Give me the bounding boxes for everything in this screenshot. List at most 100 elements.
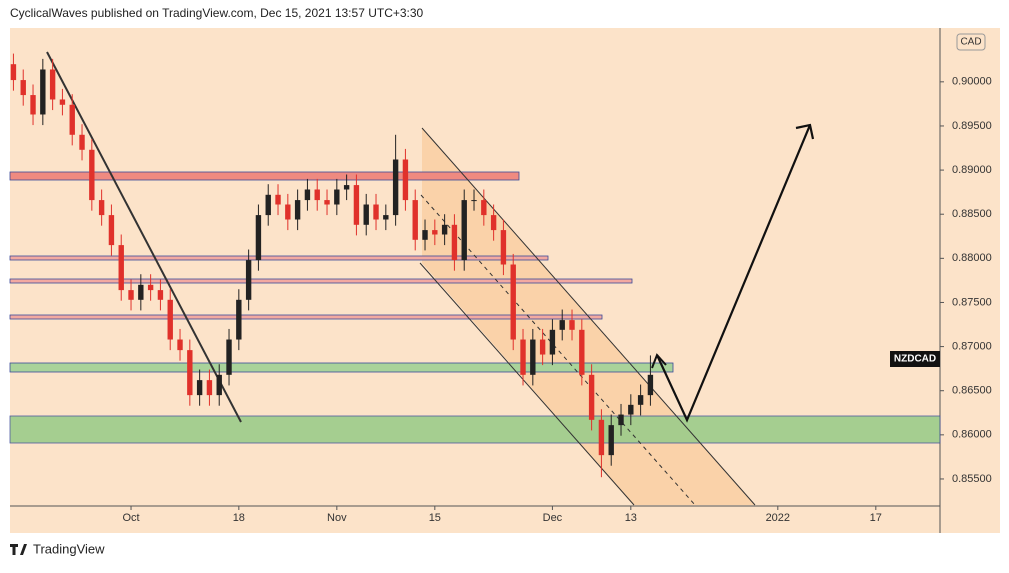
candle-body: [324, 200, 330, 205]
arrow-head: [795, 123, 815, 140]
symbol-label: NZDCAD: [894, 354, 936, 365]
header: CyclicalWaves published on TradingView.c…: [10, 6, 424, 20]
candle-body: [608, 425, 614, 456]
candle-body: [539, 339, 546, 355]
candle-body: [69, 104, 75, 135]
candle-body: [255, 215, 262, 261]
symbol-badge: [890, 351, 940, 367]
candle-body: [265, 194, 271, 216]
candle-body: [59, 99, 66, 105]
y-tick-label: 0.88000: [952, 252, 992, 264]
y-tick-label: 0.89500: [952, 120, 992, 132]
candle-body: [637, 395, 644, 405]
candle-body: [206, 380, 213, 396]
y-tick-label: 0.86000: [952, 429, 992, 441]
candle-body: [138, 284, 144, 300]
candle-body: [79, 134, 85, 150]
candle-body: [412, 200, 418, 240]
candle-body: [441, 224, 448, 235]
candle-body: [236, 299, 242, 340]
x-tick-label: 2022: [766, 512, 790, 524]
candle-body: [118, 245, 124, 291]
candle-body: [314, 189, 320, 201]
channel-lower: [419, 262, 635, 506]
candle-body: [304, 189, 311, 201]
drawings: [9, 51, 941, 506]
candle-body: [128, 290, 134, 300]
y-tick-label: 0.85500: [952, 473, 992, 485]
candles: [10, 53, 654, 478]
y-tick-label: 0.89000: [952, 164, 992, 176]
x-tick-label: 15: [429, 512, 441, 524]
currency-label: CAD: [960, 37, 981, 48]
candle-body: [500, 230, 507, 265]
red-zone: [9, 171, 520, 181]
candle-body: [432, 230, 438, 235]
candle-body: [89, 149, 95, 201]
green-zone: [9, 362, 674, 373]
candle-body: [147, 284, 154, 291]
candle-body: [461, 200, 467, 261]
candle-body: [628, 404, 634, 415]
projection-path: [656, 124, 812, 423]
candle-body: [579, 329, 585, 375]
candle-body: [177, 339, 183, 351]
candle-body: [559, 320, 565, 330]
candle-body: [98, 200, 105, 216]
candle-body: [245, 260, 252, 300]
candle-body: [647, 374, 654, 396]
candle-body: [520, 339, 526, 375]
candle-body: [108, 215, 115, 246]
candle-body: [598, 419, 605, 456]
projection-arrow: [651, 123, 815, 423]
trendline: [46, 51, 242, 423]
y-tick-label: 0.87500: [952, 296, 992, 308]
candle-body: [294, 200, 301, 220]
x-tick-label: Nov: [327, 512, 347, 524]
axes: 0.85500 0.86000 0.86500 0.87000 0.87500 0.880…: [122, 76, 991, 524]
candle-body: [471, 200, 477, 202]
resistance-line: [9, 278, 633, 284]
candle-body: [30, 95, 36, 115]
candle-body: [187, 350, 193, 396]
candle-body: [226, 339, 232, 375]
candle-body: [216, 374, 222, 396]
resistance-line: [9, 314, 603, 320]
support-zone: [9, 415, 941, 444]
y-tick-label: 0.90000: [952, 76, 992, 88]
candle-body: [490, 215, 497, 231]
candle-body: [285, 204, 291, 220]
x-tick-label: 17: [870, 512, 882, 524]
candle-body: [383, 215, 389, 220]
candle-body: [588, 374, 595, 420]
candle-body: [343, 185, 350, 190]
channel-middle: [420, 194, 696, 506]
x-tick-label: 18: [233, 512, 245, 524]
candle-body: [10, 64, 17, 81]
y-tick-label: 0.87000: [952, 340, 992, 352]
candle-body: [196, 380, 203, 396]
candle-body: [353, 185, 360, 225]
candle-body: [373, 204, 379, 220]
logo-mark: [10, 544, 27, 555]
candle-body: [275, 194, 281, 205]
candle-body: [20, 80, 26, 96]
candle-body: [549, 329, 556, 355]
candle-body: [402, 159, 409, 201]
candle-body: [49, 69, 56, 100]
resistance-line: [9, 255, 549, 261]
logo: [10, 544, 27, 555]
candle-body: [422, 230, 428, 240]
x-tick-label: Dec: [543, 512, 563, 524]
candle-body: [510, 264, 516, 340]
x-tick-label: 13: [625, 512, 637, 524]
candle-body: [334, 189, 340, 205]
channel-upper: [421, 127, 756, 506]
candle-body: [167, 299, 173, 340]
y-tick-label: 0.86500: [952, 385, 992, 397]
candle-body: [40, 69, 46, 115]
candle-body: [363, 204, 369, 225]
candle-body: [569, 320, 575, 330]
candle-body: [157, 290, 164, 300]
